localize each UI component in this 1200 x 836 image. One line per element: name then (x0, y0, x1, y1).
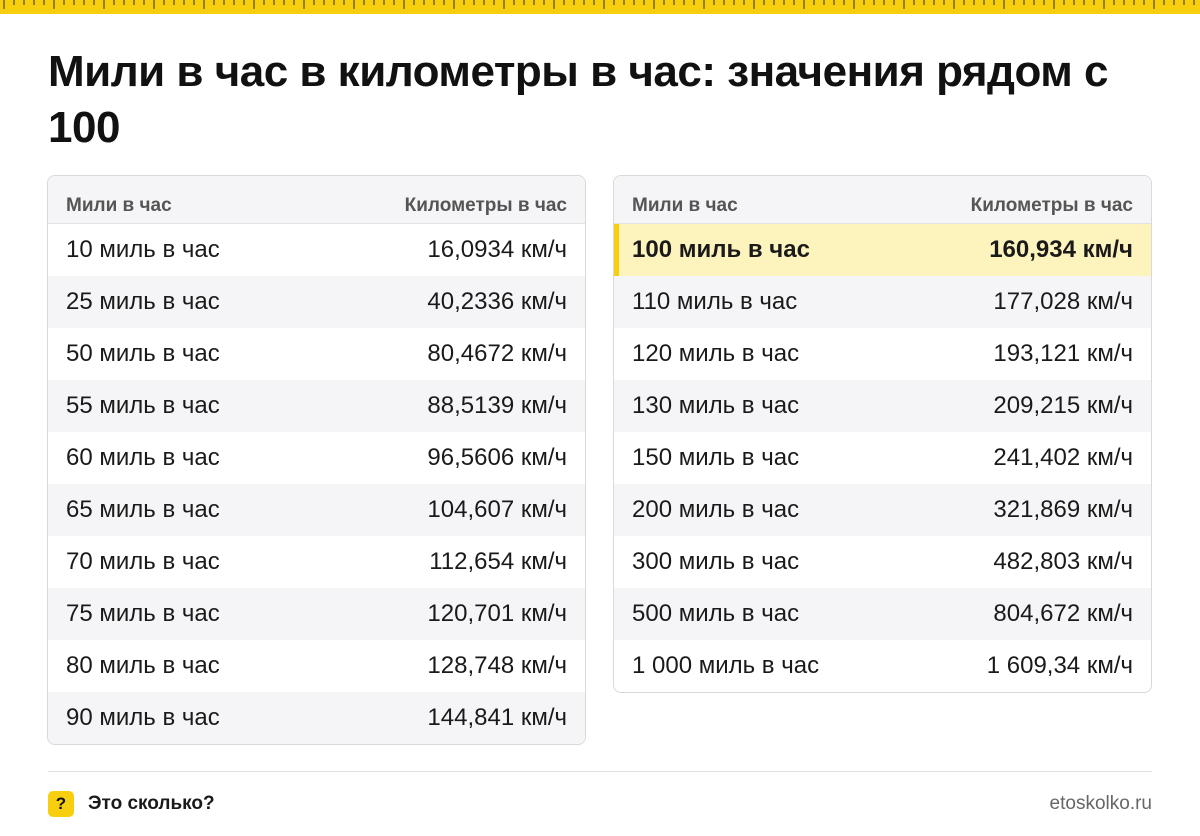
table-row-highlighted: 100 миль в час 160,934 км/ч (614, 224, 1151, 276)
page-title: Мили в час в километры в час: значения р… (48, 47, 1109, 152)
table-row: 200 миль в час 321,869 км/ч (614, 484, 1151, 536)
cell-mph: 70 миль в час (66, 548, 220, 575)
cell-kmh: 96,5606 км/ч (427, 444, 567, 471)
cell-mph: 130 миль в час (632, 392, 800, 419)
footer-divider (48, 771, 1152, 772)
table-row: 110 миль в час 177,028 км/ч (614, 276, 1151, 328)
table-row: 10 миль в час 16,0934 км/ч (48, 224, 585, 276)
cell-mph: 90 миль в час (66, 704, 220, 731)
conversion-table-right: Мили в час Километры в час 100 миль в ча… (613, 175, 1152, 693)
cell-kmh: 177,028 км/ч (993, 288, 1133, 315)
ruler-ticks (3, 0, 1195, 9)
table-row: 75 миль в час 120,701 км/ч (48, 588, 585, 640)
cell-mph: 150 миль в час (632, 444, 800, 471)
cell-kmh: 193,121 км/ч (993, 340, 1133, 367)
cell-mph: 55 миль в час (66, 392, 220, 419)
cell-kmh: 80,4672 км/ч (427, 340, 567, 367)
cell-kmh: 160,934 км/ч (989, 236, 1133, 263)
table-row: 300 миль в час 482,803 км/ч (614, 536, 1151, 588)
cell-mph: 1 000 миль в час (632, 652, 820, 679)
cell-mph: 200 миль в час (632, 496, 800, 523)
cell-kmh: 128,748 км/ч (427, 652, 567, 679)
cell-kmh: 241,402 км/ч (993, 444, 1133, 471)
ruler-strip (0, 0, 1200, 14)
cell-mph: 500 миль в час (632, 600, 800, 627)
table-body: 10 миль в час 16,0934 км/ч 25 миль в час 4… (48, 224, 585, 744)
column-header-kmh: Километры в час (970, 194, 1133, 216)
column-header-mph: Мили в час (66, 194, 172, 216)
cell-mph: 10 миль в час (66, 236, 220, 263)
cell-kmh: 112,654 км/ч (429, 548, 567, 575)
footer-site-link[interactable]: etoskolko.ru (1049, 793, 1152, 814)
table-body: 100 миль в час 160,934 км/ч 110 миль в ча… (614, 224, 1151, 692)
table-row: 50 миль в час 80,4672 км/ч (48, 328, 585, 380)
cell-mph: 75 миль в час (66, 600, 220, 627)
table-row: 25 миль в час 40,2336 км/ч (48, 276, 585, 328)
table-row: 55 миль в час 88,5139 км/ч (48, 380, 585, 432)
table-row: 120 миль в час 193,121 км/ч (614, 328, 1151, 380)
cell-mph: 300 миль в час (632, 548, 800, 575)
table-row: 65 миль в час 104,607 км/ч (48, 484, 585, 536)
cell-mph: 65 миль в час (66, 496, 220, 523)
table-row: 1 000 миль в час 1 609,34 км/ч (614, 640, 1151, 692)
table-row: 90 миль в час 144,841 км/ч (48, 692, 585, 744)
cell-kmh: 88,5139 км/ч (427, 392, 567, 419)
cell-kmh: 321,869 км/ч (993, 496, 1133, 523)
table-row: 60 миль в час 96,5606 км/ч (48, 432, 585, 484)
table-row: 70 миль в час 112,654 км/ч (48, 536, 585, 588)
cell-kmh: 1 609,34 км/ч (986, 652, 1133, 679)
table-row: 130 миль в час 209,215 км/ч (614, 380, 1151, 432)
cell-kmh: 804,672 км/ч (993, 600, 1133, 627)
cell-kmh: 209,215 км/ч (993, 392, 1133, 419)
table-header: Мили в час Километры в час (614, 176, 1151, 224)
footer-brand: Это сколько? (88, 793, 215, 814)
cell-kmh: 482,803 км/ч (993, 548, 1133, 575)
conversion-table-left: Мили в час Километры в час 10 миль в час… (47, 175, 586, 745)
cell-mph: 110 миль в час (632, 288, 798, 315)
question-mark-icon: ? (48, 791, 74, 817)
table-row: 80 миль в час 128,748 км/ч (48, 640, 585, 692)
cell-mph: 50 миль в час (66, 340, 220, 367)
cell-kmh: 16,0934 км/ч (427, 236, 567, 263)
cell-mph: 80 миль в час (66, 652, 220, 679)
column-header-mph: Мили в час (632, 194, 738, 216)
cell-mph: 60 миль в час (66, 444, 220, 471)
table-row: 150 миль в час 241,402 км/ч (614, 432, 1151, 484)
table-header: Мили в час Километры в час (48, 176, 585, 224)
cell-kmh: 144,841 км/ч (427, 704, 567, 731)
column-header-kmh: Километры в час (404, 194, 567, 216)
cell-kmh: 40,2336 км/ч (427, 288, 567, 315)
cell-kmh: 120,701 км/ч (427, 600, 567, 627)
cell-mph: 25 миль в час (66, 288, 220, 315)
cell-kmh: 104,607 км/ч (427, 496, 567, 523)
cell-mph: 120 миль в час (632, 340, 800, 367)
cell-mph: 100 миль в час (632, 236, 810, 263)
table-row: 500 миль в час 804,672 км/ч (614, 588, 1151, 640)
